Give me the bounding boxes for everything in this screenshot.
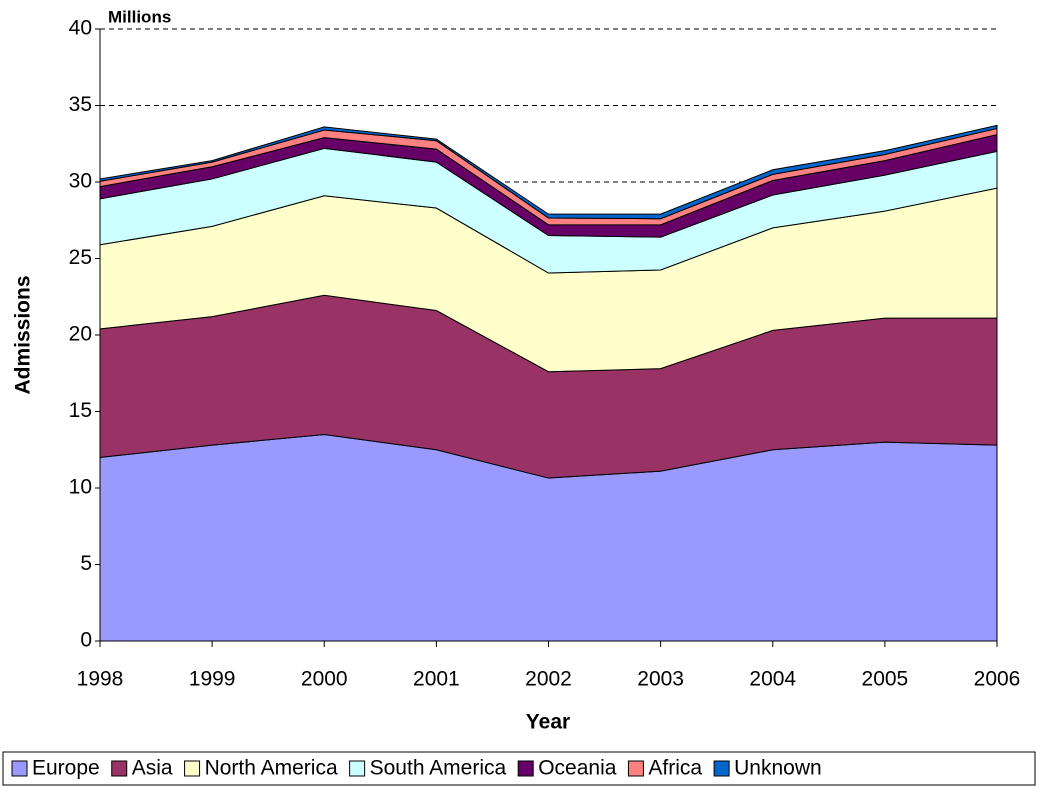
y-axis-label: Admissions (12, 275, 35, 394)
x-axis-label: Year (526, 711, 570, 734)
y-tick-label: 0 (80, 629, 92, 652)
x-tick-label: 2002 (525, 668, 572, 691)
annotation: Millions (108, 7, 171, 26)
x-tick-label: 1999 (189, 668, 236, 691)
x-tick-label: 2001 (413, 668, 460, 691)
legend-label: Oceania (538, 757, 617, 780)
area (99, 124, 998, 220)
y-tick-label: 30 (69, 170, 92, 193)
y-tick-label: 25 (69, 246, 92, 269)
x-tick-label: 2005 (862, 668, 909, 691)
y-tick-label: 40 (69, 17, 92, 40)
legend-label: North America (205, 757, 338, 780)
legend-swatch (713, 760, 730, 777)
y-tick-label: 35 (69, 93, 92, 116)
x-tick-label: 2006 (974, 668, 1021, 691)
y-tick-label: 5 (80, 552, 92, 575)
y-tick-label: 20 (69, 323, 92, 346)
legend-swatch (11, 760, 28, 777)
legend-swatch (111, 760, 128, 777)
legend-swatch (627, 760, 644, 777)
legend-swatch (517, 760, 534, 777)
legend-label: Unknown (734, 757, 822, 780)
y-tick-label: 10 (69, 476, 92, 499)
x-tick-label: 2003 (637, 668, 684, 691)
y-tick-label: 15 (69, 399, 92, 422)
legend-label: Europe (32, 757, 100, 780)
x-tick-label: 1998 (77, 668, 124, 691)
legend-swatch (184, 760, 201, 777)
legend-swatch (349, 760, 366, 777)
legend-label: Asia (132, 757, 173, 780)
legend-label: South America (370, 757, 507, 780)
x-tick-label: 2004 (749, 668, 796, 691)
legend-label: Africa (648, 757, 702, 780)
x-tick-label: 2000 (301, 668, 348, 691)
